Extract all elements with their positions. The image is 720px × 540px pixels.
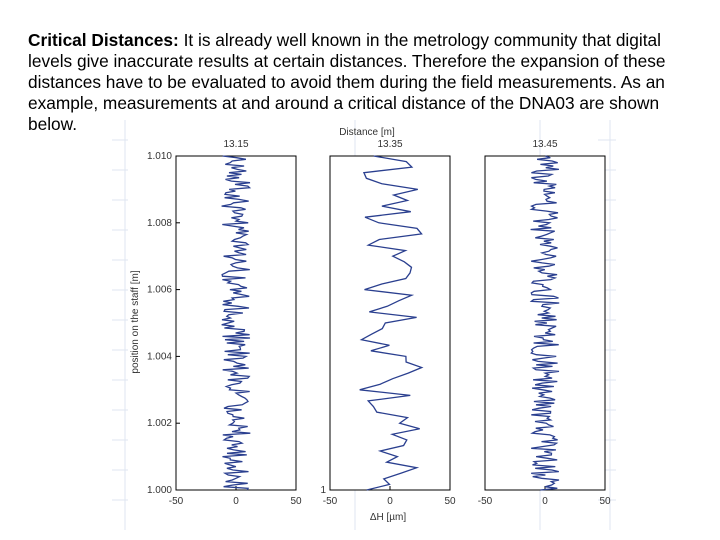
panel-distance-label: 13.35 <box>377 139 402 150</box>
panel-distance-label: 13.15 <box>223 139 248 150</box>
chart-title: Distance [m] <box>339 127 395 138</box>
x-axis-label: ΔH [µm] <box>370 512 407 523</box>
y-tick-label: 1.006 <box>147 285 172 296</box>
y-tick-label: 1.000 <box>147 485 172 496</box>
panel-2: 13.35 -50 0 50 1 <box>320 139 456 507</box>
y-tick-label: 1.002 <box>147 418 172 429</box>
y-tick-label: 1.010 <box>147 151 172 162</box>
slide-paragraph: Critical Distances: It is already well k… <box>28 30 708 135</box>
x-tick-label: 0 <box>542 496 548 507</box>
x-tick-label: 0 <box>387 496 393 507</box>
y-tick-label: 1.008 <box>147 218 172 229</box>
x-tick-label: -50 <box>478 496 493 507</box>
x-tick-label: -50 <box>169 496 184 507</box>
panel-frame <box>329 155 451 491</box>
x-tick-label: 0 <box>233 496 239 507</box>
y-axis-label: position on the staff [m] <box>130 270 141 373</box>
series-line <box>359 155 424 491</box>
panel-3: 13.45 -50 0 50 <box>478 139 611 507</box>
x-tick-label: 50 <box>444 496 456 507</box>
series-line <box>221 155 252 491</box>
panels-group: 13.15 -50 0 50 1.000 1.002 1.004 1.006 1.008 1.01… <box>147 139 611 507</box>
y-tick-label: 1 <box>320 485 326 496</box>
paragraph-body: It is already well known in the metrolog… <box>28 30 666 134</box>
panel-frame <box>175 155 297 491</box>
series-line <box>529 155 560 491</box>
panel-1: 13.15 -50 0 50 1.000 1.002 1.004 1.006 1.008 1.01… <box>147 139 302 507</box>
y-tick-label: 1.004 <box>147 351 172 362</box>
paragraph-heading: Critical Distances: <box>28 30 179 50</box>
x-tick-label: -50 <box>323 496 338 507</box>
panel-distance-label: 13.45 <box>532 139 557 150</box>
x-tick-label: 50 <box>599 496 611 507</box>
x-tick-label: 50 <box>290 496 302 507</box>
